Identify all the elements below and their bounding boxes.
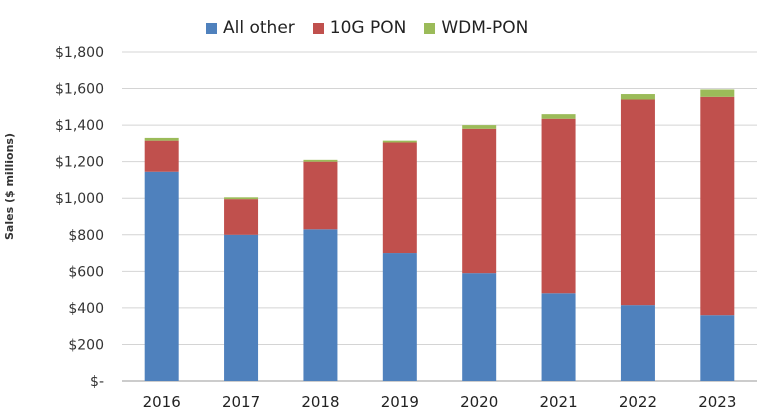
x-tick-label: 2020 <box>460 393 498 411</box>
legend-label-10g-pon: 10G PON <box>329 18 407 38</box>
bar-all-other <box>144 171 179 381</box>
bar-10g-pon <box>620 99 655 306</box>
bar-wdm-pon <box>144 137 179 141</box>
x-tick-label: 2021 <box>539 393 577 411</box>
y-tick-label: $1,200 <box>55 155 104 171</box>
y-tick-label: $200 <box>68 337 104 353</box>
x-tick-label: 2017 <box>222 393 260 411</box>
x-tick-label: 2022 <box>619 393 657 411</box>
bar-10g-pon <box>541 118 576 294</box>
bar-wdm-pon <box>224 197 259 200</box>
legend-swatch-all-other <box>206 22 217 34</box>
legend-label-all-other: All other <box>223 18 295 38</box>
y-tick-label: $1,000 <box>55 191 104 207</box>
y-tick-label: $1,800 <box>55 45 104 61</box>
y-tick-label: $800 <box>68 228 104 244</box>
legend-label-wdm-pon: WDM-PON <box>441 18 529 38</box>
legend-item-10g-pon: 10G PON <box>312 18 407 38</box>
legend-swatch-wdm-pon <box>424 22 436 34</box>
chart-legend: All other 10G PON WDM-PON <box>206 18 528 38</box>
bar-all-other <box>382 253 417 381</box>
bar-wdm-pon <box>620 94 655 100</box>
legend-swatch-10g-pon <box>312 22 324 34</box>
legend-item-wdm-pon: WDM-PON <box>424 18 528 38</box>
y-tick-label: $- <box>90 374 104 390</box>
bar-wdm-pon <box>462 125 497 129</box>
y-tick-label: $1,400 <box>55 118 104 134</box>
bar-10g-pon <box>700 96 735 316</box>
bar-10g-pon <box>303 161 338 230</box>
bar-10g-pon <box>144 140 179 172</box>
legend-item-all-other: All other <box>206 18 295 38</box>
bar-all-other <box>620 305 655 381</box>
bar-all-other <box>303 229 338 381</box>
bar-all-other <box>462 273 497 381</box>
x-tick-label: 2019 <box>381 393 419 411</box>
bar-all-other <box>541 293 576 381</box>
bar-all-other <box>700 315 735 381</box>
x-tick-label: 2023 <box>698 393 736 411</box>
bar-10g-pon <box>382 142 417 254</box>
bar-wdm-pon <box>541 114 576 119</box>
bar-wdm-pon <box>303 159 338 162</box>
bar-10g-pon <box>224 199 259 235</box>
bar-10g-pon <box>462 128 497 274</box>
bar-wdm-pon <box>700 89 735 97</box>
bar-all-other <box>224 234 259 381</box>
y-tick-label: $400 <box>68 301 104 317</box>
bar-wdm-pon <box>382 140 417 143</box>
x-tick-label: 2018 <box>301 393 339 411</box>
y-tick-label: $1,600 <box>55 82 104 98</box>
x-tick-label: 2016 <box>143 393 181 411</box>
y-tick-label: $600 <box>68 264 104 280</box>
